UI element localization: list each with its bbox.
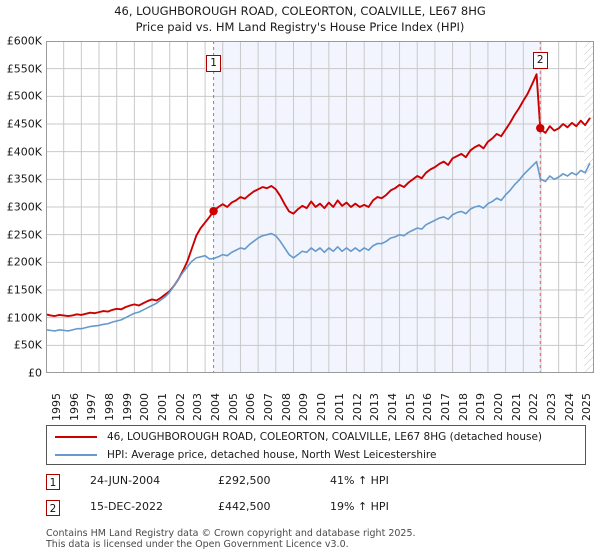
sale-marker-label-2: 2 [532, 52, 548, 69]
y-axis-tick-label: £500K [6, 89, 42, 103]
legend-label-property: 46, LOUGHBOROUGH ROAD, COLEORTON, COALVI… [107, 431, 543, 443]
y-axis-tick-label: £450K [6, 117, 42, 131]
y-axis-tick-label: £150K [6, 283, 42, 297]
x-axis-tick-label: 2017 [438, 393, 452, 421]
x-axis-tick-label: 1997 [85, 393, 99, 421]
x-axis-tick-label: 2007 [262, 393, 276, 421]
transaction-date-1: 24-JUN-2004 [90, 474, 161, 487]
x-axis-labels: 1995 1996 1997 1998 1999 2000 2001 2002 2003 2004… [46, 377, 600, 425]
x-axis-tick-label: 2008 [279, 393, 293, 421]
sale-marker-dot [536, 123, 545, 133]
x-axis-tick-label: 1995 [50, 393, 63, 421]
transaction-price-2: £442,500 [218, 500, 271, 513]
sale-marker-label-1: 1 [206, 55, 222, 72]
footer-line-1: Contains HM Land Registry data © Crown c… [46, 528, 416, 539]
y-axis-tick-label: £200K [6, 255, 42, 269]
x-axis-tick-label: 1999 [120, 393, 134, 421]
x-axis-tick-label: 2011 [332, 393, 346, 421]
legend-item-property: 46, LOUGHBOROUGH ROAD, COLEORTON, COALVI… [55, 428, 542, 446]
x-axis-tick-label: 2024 [562, 393, 576, 421]
transaction-badge-1: 1 [46, 474, 60, 490]
plot-border [46, 41, 594, 373]
legend-swatch-hpi [55, 454, 97, 456]
y-axis-tick-label: £50K [13, 338, 42, 352]
chart-plot-area [46, 41, 594, 373]
x-axis-tick-label: 2012 [350, 393, 364, 421]
x-axis-tick-label: 2015 [403, 393, 417, 421]
x-axis-tick-label: 2013 [368, 393, 382, 421]
x-axis-tick-label: 1996 [67, 393, 81, 421]
y-axis-tick-label: £400K [6, 145, 42, 159]
sale-marker-dot [209, 206, 218, 216]
x-axis-tick-label: 2020 [491, 393, 505, 421]
x-axis-tick-label: 1998 [103, 393, 117, 421]
x-axis-tick-label: 2021 [509, 393, 523, 421]
x-axis-tick-label: 2016 [421, 393, 435, 421]
transaction-price-1: £292,500 [218, 474, 271, 487]
chart-legend: 46, LOUGHBOROUGH ROAD, COLEORTON, COALVI… [46, 425, 586, 465]
transaction-hpi-delta-2: 19% ↑ HPI [330, 500, 389, 513]
x-axis-tick-label: 2001 [156, 393, 170, 421]
x-axis-tick-label: 2005 [226, 393, 240, 421]
x-axis-tick-label: 2023 [544, 393, 558, 421]
y-axis-tick-label: £550K [6, 62, 42, 76]
y-axis-tick-label: £250K [6, 228, 42, 242]
x-axis-tick-label: 2000 [138, 393, 152, 421]
x-axis-tick-label: 2025 [580, 393, 594, 421]
transaction-date-2: 15-DEC-2022 [90, 500, 164, 513]
y-axis-tick-label: £350K [6, 172, 42, 186]
table-row: 1 24-JUN-2004 £292,500 41% ↑ HPI [46, 472, 546, 498]
y-axis-tick-label: £600K [6, 34, 42, 48]
y-axis-tick-label: £0 [28, 366, 42, 380]
page-title: 46, LOUGHBOROUGH ROAD, COLEORTON, COALVI… [0, 3, 600, 35]
price-history-line-chart [46, 41, 594, 373]
x-axis-tick-label: 2002 [173, 393, 187, 421]
property-price-line [46, 73, 591, 317]
provisional-data-band [584, 41, 594, 373]
x-axis-tick-label: 2022 [527, 393, 541, 421]
legend-swatch-property [55, 436, 97, 438]
copyright-footer: Contains HM Land Registry data © Crown c… [46, 528, 586, 550]
x-axis-tick-label: 2019 [474, 393, 488, 421]
hpi-average-line [46, 160, 591, 332]
title-line-1: 46, LOUGHBOROUGH ROAD, COLEORTON, COALVI… [114, 4, 486, 18]
x-axis-tick-label: 2003 [191, 393, 205, 421]
x-axis-tick-label: 2018 [456, 393, 470, 421]
x-axis-tick-label: 2009 [297, 393, 311, 421]
footer-line-2: This data is licensed under the Open Gov… [46, 539, 349, 550]
legend-label-hpi: HPI: Average price, detached house, Nort… [107, 449, 437, 461]
title-line-2: Price paid vs. HM Land Registry's House … [135, 20, 465, 34]
y-axis-tick-label: £300K [6, 200, 42, 214]
transaction-table: 1 24-JUN-2004 £292,500 41% ↑ HPI 2 15-DE… [46, 472, 546, 524]
legend-item-hpi: HPI: Average price, detached house, Nort… [55, 446, 436, 464]
transaction-badge-2: 2 [46, 500, 60, 516]
x-axis-tick-label: 2004 [209, 393, 223, 421]
transaction-hpi-delta-1: 41% ↑ HPI [330, 474, 389, 487]
x-axis-tick-label: 2010 [315, 393, 329, 421]
x-axis-tick-label: 2006 [244, 393, 258, 421]
x-axis-tick-label: 2014 [385, 393, 399, 421]
table-row: 2 15-DEC-2022 £442,500 19% ↑ HPI [46, 498, 546, 524]
y-axis-labels: £0 £50K £100K £150K £200K £250K £300K £350K £400… [0, 35, 42, 380]
y-axis-tick-label: £100K [6, 311, 42, 325]
